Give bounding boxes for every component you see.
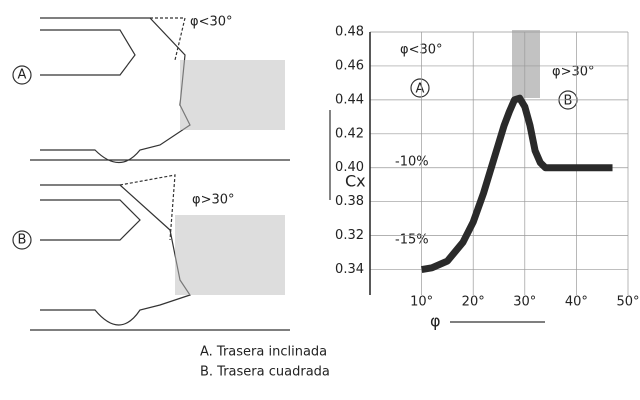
caption: B. Trasera cuadrada — [200, 365, 330, 380]
figure: A φ<30° B φ>30° Cx φ φ<30° φ>30° A B -10… — [0, 0, 640, 400]
x-tick-label: 50° — [616, 295, 639, 310]
data-line — [422, 98, 613, 269]
annotation: φ>30° — [552, 65, 595, 80]
car-diagram-b: B φ>30° — [13, 175, 290, 330]
diagram-angle: φ>30° — [192, 193, 235, 208]
diagram-label: A — [18, 68, 27, 83]
annotation: B — [564, 94, 573, 109]
y-tick-label: 0.48 — [335, 25, 364, 40]
x-tick-label: 10° — [410, 295, 433, 310]
diagram-label: B — [18, 233, 27, 248]
diagram-angle: φ<30° — [190, 15, 233, 30]
x-tick-label: 30° — [513, 295, 536, 310]
y-tick-label: 0.42 — [335, 126, 364, 141]
y-tick-label: 0.38 — [335, 194, 364, 209]
annotation: A — [416, 82, 425, 97]
hatched-zone — [512, 30, 540, 98]
y-tick-label: 0.46 — [335, 58, 364, 73]
y-tick-label: 0.44 — [335, 92, 364, 107]
car-diagram-a: A φ<30° — [13, 15, 290, 163]
y-tick-label: 0.34 — [335, 262, 364, 277]
caption: A. Trasera inclinada — [200, 345, 327, 360]
y-tick-label: 0.40 — [335, 160, 364, 175]
annotation: -15% — [395, 233, 429, 248]
x-axis-label: φ — [430, 312, 441, 331]
annotation: -10% — [395, 155, 429, 170]
x-tick-label: 20° — [462, 295, 485, 310]
x-tick-label: 40° — [565, 295, 588, 310]
y-tick-label: 0.32 — [335, 228, 364, 243]
